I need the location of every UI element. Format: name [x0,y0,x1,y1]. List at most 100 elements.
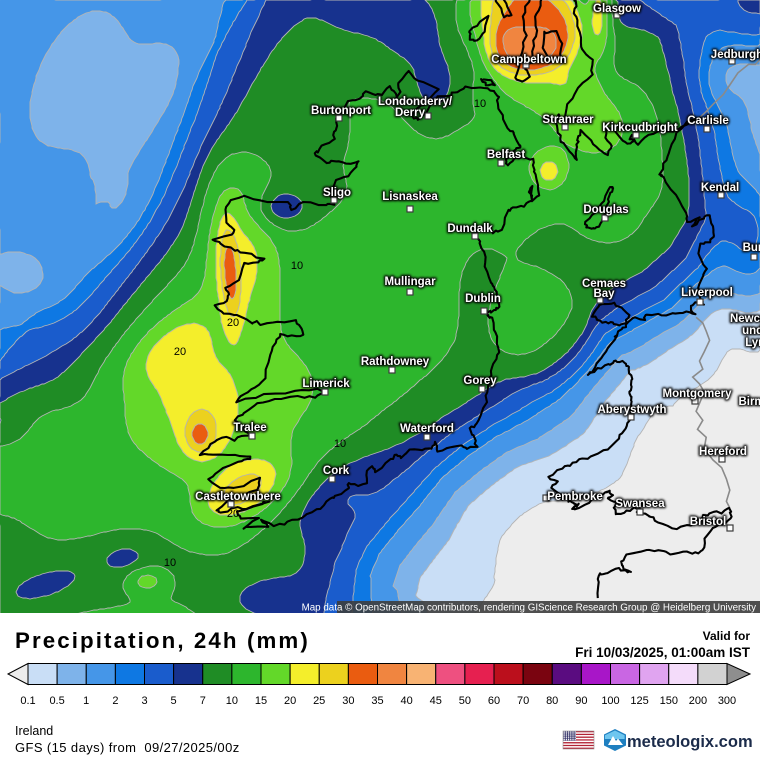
svg-text:Belfast: Belfast [487,149,526,161]
svg-text:Cemaes: Cemaes [582,278,626,290]
svg-text:Lisnaskea: Lisnaskea [382,191,438,203]
svg-text:10: 10 [291,260,303,272]
svg-text:under-: under- [742,325,760,337]
svg-text:Jedburgh: Jedburgh [711,49,760,61]
svg-text:Stranraer: Stranraer [542,114,594,126]
svg-text:Swansea: Swansea [615,498,665,510]
svg-text:40: 40 [400,695,412,707]
svg-text:Kendal: Kendal [701,182,739,194]
svg-text:45: 45 [430,695,442,707]
svg-text:Birmingham: Birmingham [738,396,760,408]
svg-text:Kendal: Kendal [701,182,739,194]
svg-text:0.1: 0.1 [20,695,35,707]
svg-text:7: 7 [200,695,206,707]
svg-text:1: 1 [83,695,89,707]
svg-text:Jedburgh: Jedburgh [711,49,760,61]
svg-text:Lisnaskea: Lisnaskea [382,191,438,203]
svg-text:Burnley: Burnley [743,242,760,254]
svg-text:Glasgow: Glasgow [593,3,641,15]
svg-text:Hereford: Hereford [699,446,747,458]
svg-text:Fri 10/03/2025, 01:00am IST: Fri 10/03/2025, 01:00am IST [575,645,751,660]
svg-text:Aberystwyth: Aberystwyth [597,404,666,416]
svg-text:0.5: 0.5 [49,695,64,707]
svg-text:Carlisle: Carlisle [687,115,729,127]
svg-text:Belfast: Belfast [487,149,526,161]
svg-text:Gorey: Gorey [463,375,497,387]
svg-text:Newcastle-: Newcastle- [730,313,760,325]
svg-text:Bristol: Bristol [690,516,726,528]
svg-text:Douglas: Douglas [583,204,628,216]
svg-text:Cork: Cork [323,465,350,477]
svg-text:Douglas: Douglas [583,204,628,216]
svg-text:35: 35 [371,695,383,707]
svg-text:Lyme: Lyme [745,337,760,349]
svg-text:Sligo: Sligo [323,187,351,199]
svg-text:Londonderry/: Londonderry/ [378,96,453,108]
svg-text:125: 125 [630,695,648,707]
svg-text:15: 15 [255,695,267,707]
svg-text:Pembroke: Pembroke [547,491,603,503]
svg-text:5: 5 [171,695,177,707]
svg-text:Campbeltown: Campbeltown [491,54,566,66]
svg-text:Cork: Cork [323,465,350,477]
svg-text:Bristol: Bristol [690,516,726,528]
svg-text:Limerick: Limerick [302,378,350,390]
svg-text:Londonderry/: Londonderry/ [378,96,453,108]
svg-text:Burtonport: Burtonport [311,105,371,117]
svg-text:Limerick: Limerick [302,378,350,390]
svg-text:Derry: Derry [395,107,426,119]
svg-text:20: 20 [227,317,239,329]
svg-text:Swansea: Swansea [615,498,665,510]
svg-text:200: 200 [689,695,707,707]
svg-text:Liverpool: Liverpool [681,287,733,299]
svg-text:Newcastle-: Newcastle- [730,313,760,325]
svg-text:150: 150 [660,695,678,707]
svg-text:Stranraer: Stranraer [542,114,594,126]
svg-text:Montgomery: Montgomery [663,388,733,400]
svg-text:GFS (15 days) from 09/27/2025: GFS (15 days) from 09/27/2025/00z [15,740,240,755]
svg-text:10: 10 [226,695,238,707]
svg-text:Cemaes: Cemaes [582,278,626,290]
svg-text:Liverpool: Liverpool [681,287,733,299]
svg-text:Gorey: Gorey [463,375,497,387]
svg-text:60: 60 [488,695,500,707]
svg-text:Tralee: Tralee [233,422,266,434]
svg-text:2: 2 [112,695,118,707]
svg-text:meteologix.com: meteologix.com [627,733,753,751]
svg-text:Rathdowney: Rathdowney [361,356,430,368]
svg-text:Bay: Bay [593,288,615,300]
svg-text:Castletownbere: Castletownbere [195,491,281,503]
svg-text:90: 90 [575,695,587,707]
svg-text:Birmingham: Birmingham [738,396,760,408]
svg-text:10: 10 [164,557,176,569]
svg-text:Kirkcudbright: Kirkcudbright [602,122,678,134]
svg-text:Waterford: Waterford [400,423,454,435]
svg-text:Lyme: Lyme [745,337,760,349]
svg-text:Bay: Bay [593,288,615,300]
svg-text:70: 70 [517,695,529,707]
svg-text:Rathdowney: Rathdowney [361,356,430,368]
svg-text:3: 3 [141,695,147,707]
svg-text:Burnley: Burnley [743,242,760,254]
svg-text:30: 30 [342,695,354,707]
svg-text:Sligo: Sligo [323,187,351,199]
svg-text:300: 300 [718,695,736,707]
svg-text:Mullingar: Mullingar [384,276,436,288]
svg-text:10: 10 [474,98,486,110]
svg-text:Carlisle: Carlisle [687,115,729,127]
svg-text:Glasgow: Glasgow [593,3,641,15]
svg-text:Castletownbere: Castletownbere [195,491,281,503]
svg-text:Kirkcudbright: Kirkcudbright [602,122,678,134]
svg-text:Mullingar: Mullingar [384,276,436,288]
svg-text:100: 100 [601,695,619,707]
svg-text:Campbeltown: Campbeltown [491,54,566,66]
svg-text:Dundalk: Dundalk [447,223,493,235]
svg-text:20: 20 [284,695,296,707]
svg-text:50: 50 [459,695,471,707]
svg-text:Pembroke: Pembroke [547,491,603,503]
svg-text:Tralee: Tralee [233,422,266,434]
svg-text:Precipitation, 24h (mm): Precipitation, 24h (mm) [15,628,310,653]
svg-text:Waterford: Waterford [400,423,454,435]
svg-text:under-: under- [742,325,760,337]
svg-text:Dublin: Dublin [465,293,501,305]
